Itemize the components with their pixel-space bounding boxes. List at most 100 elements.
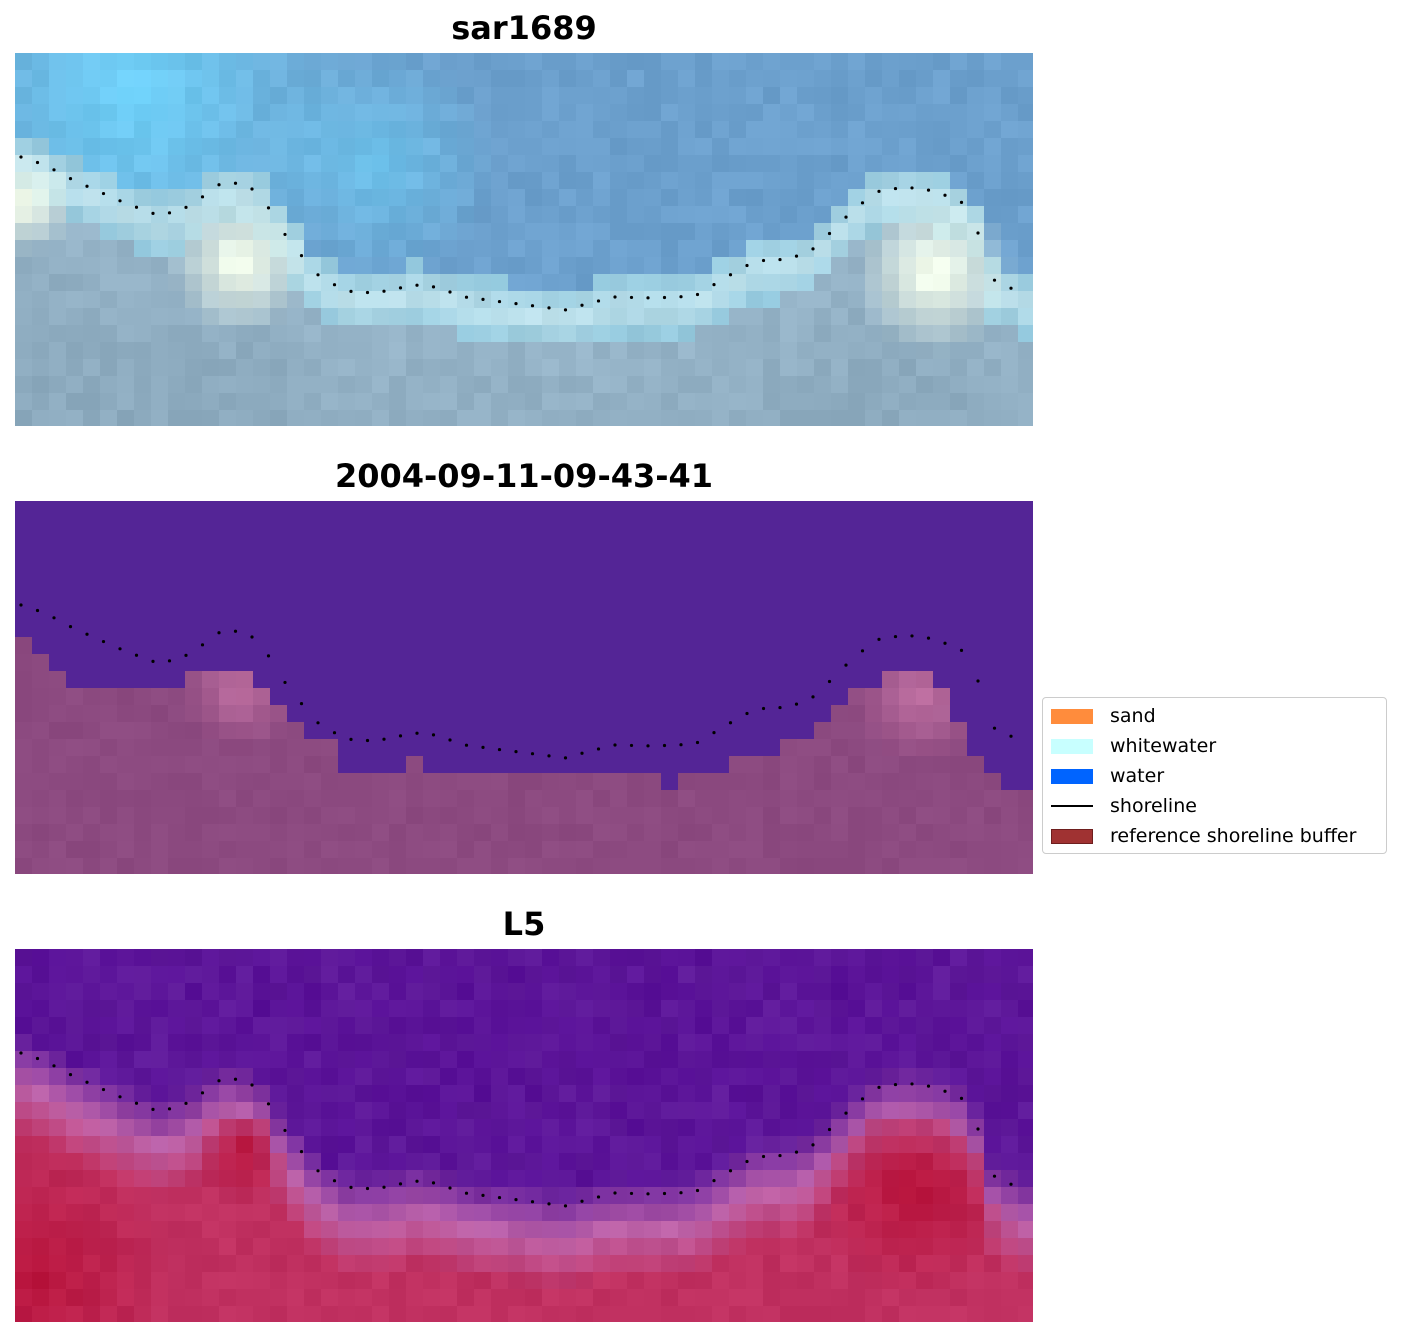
shoreline-point [415, 1179, 419, 1183]
shoreline-point [316, 721, 320, 725]
shoreline-point [976, 231, 980, 235]
shoreline-point [728, 273, 733, 277]
shoreline-point [283, 1128, 287, 1133]
classified-shoreline [19, 603, 1013, 760]
shoreline-point [646, 744, 650, 748]
shoreline-point [184, 205, 188, 209]
shoreline-point [250, 635, 254, 639]
shoreline-point [926, 636, 931, 640]
shoreline-point [382, 737, 386, 741]
shoreline-point [283, 232, 287, 237]
legend-item-shoreline: shoreline [1051, 795, 1197, 817]
shoreline-point [151, 211, 155, 215]
shoreline-point [332, 283, 337, 287]
shoreline-point [68, 1073, 73, 1077]
shoreline-point [860, 201, 865, 205]
shoreline-point [431, 1181, 436, 1185]
shoreline-point [118, 199, 122, 203]
shoreline-point [332, 1179, 337, 1183]
shoreline-point [530, 304, 535, 308]
legend-swatch-reference-buffer [1051, 828, 1093, 844]
shoreline-point [464, 743, 469, 747]
shoreline-point [85, 632, 89, 636]
shoreline-point [712, 283, 716, 287]
shoreline-point [101, 1087, 106, 1092]
shoreline-point [52, 1064, 56, 1068]
shoreline-point [910, 186, 914, 190]
shoreline-point [266, 1102, 271, 1106]
legend-swatch-water [1051, 768, 1093, 784]
legend-swatch-whitewater [1051, 738, 1093, 754]
shoreline-point [992, 726, 997, 730]
shoreline-point [745, 263, 749, 268]
shoreline-point [464, 295, 469, 299]
shoreline-point [794, 1150, 799, 1154]
shoreline-point [695, 292, 700, 297]
shoreline-point [1009, 286, 1013, 290]
shoreline-point [646, 1192, 650, 1196]
shoreline-point [481, 1193, 485, 1197]
shoreline-point [910, 634, 914, 638]
shoreline-point [118, 647, 122, 651]
shoreline-point [547, 1202, 551, 1206]
shoreline-point [613, 295, 617, 299]
shoreline-point [761, 258, 766, 263]
shoreline-point [299, 1150, 304, 1154]
shoreline-point [563, 308, 568, 312]
shoreline-point [728, 1169, 733, 1173]
shoreline-point [200, 1091, 205, 1095]
shoreline-point [778, 1153, 782, 1158]
index-shoreline [19, 1051, 1013, 1208]
shoreline-point [827, 1127, 832, 1132]
shoreline-point [184, 1101, 188, 1105]
shoreline-point [745, 711, 749, 716]
shoreline-point [514, 1198, 518, 1202]
legend-item-reference-buffer: reference shoreline buffer [1051, 825, 1356, 847]
shoreline-point [382, 289, 386, 293]
shoreline-point [365, 1186, 370, 1191]
shoreline-point [266, 654, 271, 658]
legend-label-whitewater: whitewater [1110, 735, 1217, 757]
shoreline-point [134, 1101, 139, 1105]
shoreline-point [497, 747, 502, 752]
shoreline-point [349, 1185, 353, 1189]
shoreline-point [679, 1191, 683, 1195]
shoreline-point [580, 1199, 584, 1203]
shoreline-point [431, 285, 436, 289]
shoreline-point [860, 649, 865, 653]
shoreline-point [563, 756, 568, 760]
shoreline-point [365, 738, 370, 743]
shoreline-point [596, 1195, 601, 1199]
shoreline-point [530, 1200, 535, 1204]
legend: sand whitewater water shoreline referenc… [1042, 697, 1387, 854]
legend-label-water: water [1110, 765, 1165, 787]
index-image [15, 949, 1033, 1322]
index-image-panel [15, 949, 1033, 1322]
shoreline-point [778, 257, 782, 262]
shoreline-point [167, 659, 172, 663]
shoreline-point [827, 231, 832, 236]
shoreline-point [695, 1188, 700, 1193]
shoreline-point [629, 1191, 634, 1196]
shoreline-point [283, 680, 287, 685]
shoreline-point [316, 273, 320, 277]
shoreline-point [563, 1204, 568, 1208]
shoreline-point [217, 1079, 221, 1083]
shoreline-point [893, 634, 898, 639]
panel-title-classified: 2004-09-11-09-43-41 [334, 457, 714, 495]
shoreline-point [349, 737, 353, 741]
shoreline-point [167, 1107, 172, 1111]
shoreline-point [629, 295, 634, 300]
classified-image [15, 501, 1033, 874]
shoreline-point [613, 743, 617, 747]
shoreline-point [745, 1159, 749, 1164]
shoreline-point [893, 186, 898, 191]
shoreline-point [35, 608, 40, 613]
shoreline-point [712, 1179, 716, 1183]
legend-label-sand: sand [1110, 705, 1156, 727]
shoreline-point [217, 631, 221, 635]
shoreline-point [35, 160, 40, 165]
shoreline-point [893, 1082, 898, 1087]
shoreline-point [332, 731, 337, 735]
shoreline-point [877, 1085, 881, 1089]
